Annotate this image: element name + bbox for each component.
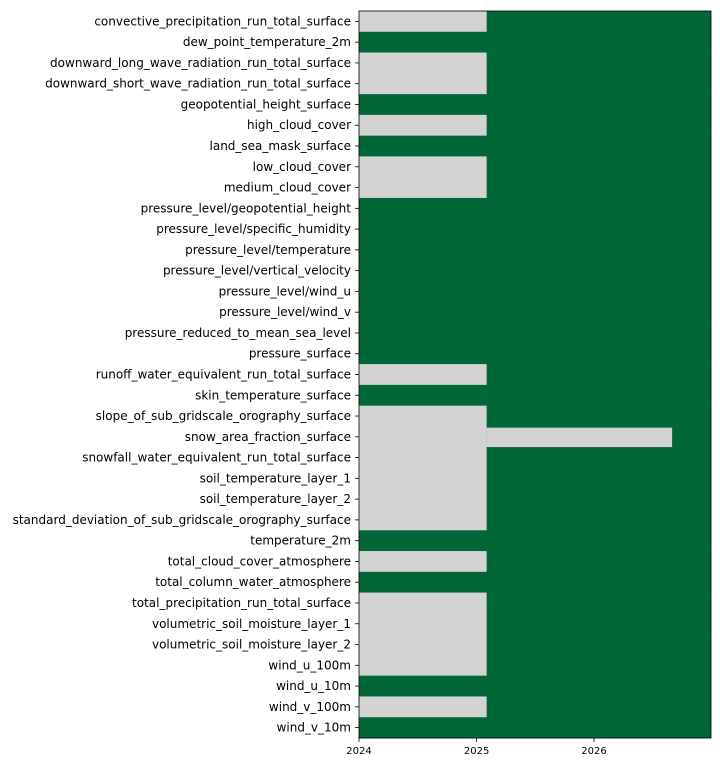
y-tick-label: downward_short_wave_radiation_run_total_… [45, 77, 351, 91]
y-tick-label: skin_temperature_surface [195, 388, 351, 402]
y-tick-label: convective_precipitation_run_total_surfa… [94, 14, 351, 28]
x-tick-label: 2026 [581, 746, 606, 757]
y-tick-label: volumetric_soil_moisture_layer_1 [152, 617, 351, 631]
x-tick-label: 2025 [464, 746, 489, 757]
y-tick-label: pressure_level/geopotential_height [141, 201, 352, 215]
cell-available-land-sea-mask-surface [359, 135, 711, 157]
cell-missing-snow-area-fraction-surface [359, 426, 487, 448]
cell-available-temperature-2m [359, 530, 711, 552]
cell-available-snowfall-water-equivalent-run-total-surface [486, 447, 711, 469]
cell-available-downward-long-wave-radiation-run-total-surface [486, 52, 711, 74]
cell-missing-total-cloud-cover-atmosphere [359, 551, 487, 573]
y-tick-label: downward_long_wave_radiation_run_total_s… [50, 56, 351, 70]
y-tick-label: geopotential_height_surface [181, 97, 351, 111]
x-tick-labels: 2024 2025 2026 [346, 738, 607, 757]
cell-available-pressure-level-specific-humidity [359, 218, 711, 240]
y-tick-label: temperature_2m [250, 534, 351, 548]
y-tick-label: soil_temperature_layer_1 [200, 471, 351, 485]
cell-missing-wind-v-100m [359, 696, 487, 718]
cell-available-wind-u-10m [359, 675, 711, 697]
cell-missing-low-cloud-cover [359, 156, 487, 178]
y-tick-label: snowfall_water_equivalent_run_total_surf… [82, 451, 351, 465]
y-tick-label: pressure_surface [249, 347, 351, 361]
y-tick-label: land_sea_mask_surface [210, 139, 352, 153]
y-tick-label: runoff_water_equivalent_run_total_surfac… [96, 368, 351, 382]
cell-available-pressure-level-geopotential-height [359, 197, 711, 220]
y-tick-label: wind_v_10m [277, 721, 351, 735]
cell-available-pressure-reduced-to-mean-sea-level [359, 322, 711, 344]
cell-available-runoff-water-equivalent-run-total-surface [486, 364, 711, 386]
cell-available-slope-of-sub-gridscale-orography-surface [486, 405, 711, 427]
cell-missing-total-precipitation-run-total-surface [359, 592, 487, 614]
cell-available-wind-v-10m [359, 717, 711, 739]
cell-missing-extended-snow-area-fraction-surface [486, 427, 673, 448]
y-tick-label: soil_temperature_layer_2 [200, 492, 351, 506]
y-tick-label: pressure_level/specific_humidity [156, 222, 351, 236]
y-tick-label: pressure_level/vertical_velocity [163, 264, 351, 278]
cell-available-soil-temperature-layer-2 [486, 488, 711, 510]
plot-frame [358, 10, 712, 739]
cell-available-soil-temperature-layer-1 [486, 467, 711, 490]
cell-available-pressure-surface [359, 343, 711, 365]
cell-missing-slope-of-sub-gridscale-orography-surface [359, 405, 487, 427]
cell-missing-downward-long-wave-radiation-run-total-surface [359, 52, 487, 74]
cell-available-pressure-level-temperature [359, 239, 711, 261]
cell-available-total-precipitation-run-total-surface [486, 592, 711, 614]
cell-missing-volumetric-soil-moisture-layer-1 [359, 613, 487, 635]
y-tick-label: standard_deviation_of_sub_gridscale_orog… [13, 513, 351, 527]
cell-available-skin-temperature-surface [359, 384, 711, 406]
y-tick-label: total_precipitation_run_total_surface [132, 596, 351, 610]
y-tick-label: wind_v_100m [269, 700, 351, 714]
cell-available-low-cloud-cover [486, 156, 711, 178]
cell-available-dew-point-temperature-2m [359, 31, 711, 53]
cell-available-total-column-water-atmosphere [359, 571, 711, 593]
cell-missing-soil-temperature-layer-1 [359, 467, 487, 490]
cell-missing-wind-u-100m [359, 654, 487, 676]
y-tick-label: medium_cloud_cover [224, 181, 351, 195]
cell-missing-high-cloud-cover [359, 114, 487, 136]
cell-missing-runoff-water-equivalent-run-total-surface [359, 364, 487, 386]
y-tick-label: low_cloud_cover [253, 160, 351, 174]
y-tick-label: pressure_level/wind_v [219, 305, 351, 319]
cell-available-pressure-level-wind-u [359, 281, 711, 303]
cell-available-volumetric-soil-moisture-layer-2 [486, 634, 711, 656]
cell-missing-convective-precipitation-run-total-surface [359, 11, 487, 33]
y-tick-label: pressure_level/temperature [185, 243, 351, 257]
y-tick-label: high_cloud_cover [247, 118, 351, 132]
y-tick-label: total_cloud_cover_atmosphere [168, 554, 351, 568]
y-tick-label: wind_u_100m [268, 658, 351, 672]
cell-available-geopotential-height-surface [359, 94, 711, 116]
cell-available-pressure-level-wind-v [359, 301, 711, 323]
cell-missing-downward-short-wave-radiation-run-total-surface [359, 73, 487, 95]
cell-available-medium-cloud-cover [486, 177, 711, 199]
cell-available-volumetric-soil-moisture-layer-1 [486, 613, 711, 635]
cell-missing-snowfall-water-equivalent-run-total-surface [359, 447, 487, 469]
cell-available-wind-u-100m [486, 654, 711, 676]
cell-available-total-cloud-cover-atmosphere [486, 551, 711, 573]
cell-missing-volumetric-soil-moisture-layer-2 [359, 634, 487, 656]
y-tick-label: wind_u_10m [276, 679, 351, 693]
y-tick-label: slope_of_sub_gridscale_orography_surface [96, 409, 351, 423]
y-tick-label: total_column_water_atmosphere [155, 575, 351, 589]
x-tick-label: 2024 [346, 746, 371, 757]
cell-available-pressure-level-vertical-velocity [359, 260, 711, 282]
heatmap-cells [359, 11, 711, 739]
cell-missing-medium-cloud-cover [359, 177, 487, 199]
y-tick-labels: convective_precipitation_run_total_surfa… [13, 14, 359, 735]
cell-missing-standard-deviation-of-sub-gridscale-orography-surface [359, 509, 487, 531]
y-tick-label: dew_point_temperature_2m [183, 35, 351, 49]
y-tick-label: pressure_level/wind_u [219, 284, 351, 298]
y-tick-label: pressure_reduced_to_mean_sea_level [125, 326, 351, 340]
cell-missing-soil-temperature-layer-2 [359, 488, 487, 510]
y-tick-label: snow_area_fraction_surface [185, 430, 351, 444]
cell-available-convective-precipitation-run-total-surface [486, 11, 711, 33]
cell-available-high-cloud-cover [486, 114, 711, 136]
cell-available-downward-short-wave-radiation-run-total-surface [486, 73, 711, 95]
cell-available-wind-v-100m [486, 696, 711, 718]
cell-available-standard-deviation-of-sub-gridscale-orography-surface [486, 509, 711, 531]
y-tick-label: volumetric_soil_moisture_layer_2 [152, 638, 351, 652]
